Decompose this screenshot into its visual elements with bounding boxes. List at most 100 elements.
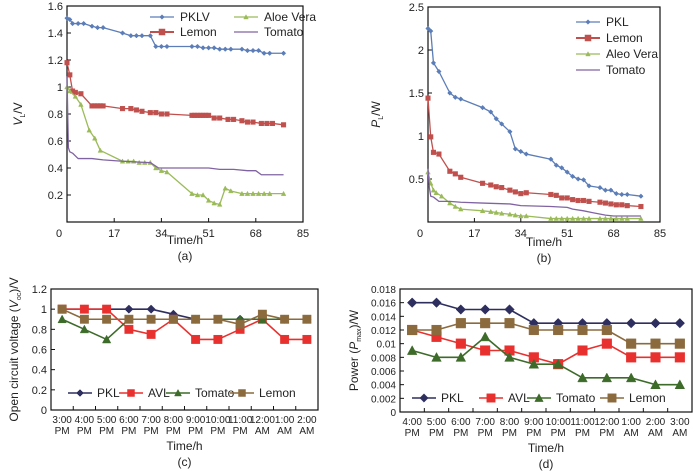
- legend-label: Lemon: [259, 386, 296, 400]
- data-point: [79, 324, 89, 334]
- y-title-symbol: V: [7, 299, 21, 308]
- x-tick-label: 68: [607, 228, 619, 240]
- x-tick-label-time: 5:00: [427, 417, 447, 428]
- x-tick-label-period: AM: [648, 428, 663, 439]
- series-line: [411, 336, 680, 386]
- y-axis-title: PL/W: [369, 101, 385, 128]
- data-point: [447, 200, 453, 206]
- x-tick-label-period: PM: [99, 426, 114, 437]
- data-point: [261, 50, 267, 56]
- y-tick-label: 1.2: [32, 284, 47, 296]
- data-point: [548, 215, 554, 221]
- data-point: [239, 46, 245, 52]
- data-point: [430, 60, 437, 66]
- data-point: [518, 148, 524, 155]
- data-point: [128, 106, 134, 112]
- x-axis-title: Time/h: [528, 441, 564, 455]
- legend-swatch-marker: [419, 393, 429, 403]
- data-point: [211, 45, 217, 51]
- data-point: [153, 43, 159, 50]
- series-lemon: [407, 318, 685, 349]
- data-point: [280, 50, 287, 56]
- x-tick-label-time: 4:00: [75, 415, 95, 426]
- data-point: [158, 111, 164, 117]
- legend-swatch-marker: [585, 51, 591, 57]
- legend-item: Tomato: [527, 391, 596, 405]
- data-point: [222, 46, 228, 52]
- data-point: [570, 197, 576, 203]
- data-point: [431, 324, 442, 336]
- legend-label: Tomato: [556, 391, 596, 405]
- y-tick-label: 0.012: [371, 326, 396, 337]
- panel-caption: (c): [178, 455, 192, 469]
- legend-item: Tomato: [234, 25, 304, 39]
- data-point: [267, 50, 273, 56]
- y-tick-label: 1.5: [409, 88, 424, 100]
- legend-label: Aleo Vera: [606, 47, 658, 61]
- data-point: [553, 324, 564, 336]
- data-point: [231, 116, 237, 122]
- data-point: [153, 165, 159, 171]
- data-point: [146, 329, 156, 339]
- data-point: [146, 304, 156, 314]
- data-point: [86, 127, 92, 133]
- legend-label: PKLV: [180, 10, 210, 24]
- data-point: [479, 331, 491, 342]
- x-tick-label-period: PM: [526, 428, 541, 439]
- y-title-suffix: /V: [11, 102, 25, 113]
- y-axis: 0 0.2 0.4 0.6 0.8 1 1.2: [32, 284, 55, 417]
- data-point: [528, 358, 540, 369]
- data-point: [504, 352, 515, 362]
- data-point: [480, 304, 491, 315]
- data-point: [89, 23, 95, 29]
- data-point: [564, 215, 570, 221]
- series-lemon: [57, 304, 312, 329]
- legend-label: Lemon: [180, 25, 217, 39]
- x-tick-label-period: PM: [599, 428, 614, 439]
- data-point: [608, 187, 614, 193]
- data-point: [624, 191, 630, 198]
- x-tick-label-period: PM: [405, 428, 420, 439]
- data-point: [488, 208, 494, 214]
- data-point: [67, 88, 73, 94]
- data-point: [577, 345, 588, 356]
- y-axis: 0.5 1 1.5 2 2.5: [409, 2, 432, 186]
- y-title-subscript: max: [356, 328, 363, 342]
- data-point: [67, 72, 73, 78]
- data-point: [206, 112, 212, 118]
- legend-swatch-marker: [238, 389, 246, 397]
- data-point: [102, 314, 112, 324]
- data-point: [580, 215, 587, 221]
- y-tick-label: 0.018: [371, 285, 396, 296]
- x-axis: 0 17 34 51 68 85: [56, 218, 309, 240]
- data-point: [601, 372, 613, 383]
- data-point: [528, 324, 539, 336]
- data-point: [577, 324, 588, 336]
- data-point: [569, 215, 576, 221]
- data-point: [608, 215, 614, 221]
- x-tick-label-time: 7:00: [475, 417, 495, 428]
- data-point: [674, 379, 686, 389]
- data-point: [458, 206, 464, 212]
- data-point: [217, 46, 223, 52]
- x-tick-label-time: 7:00: [141, 415, 161, 426]
- x-tick-label-time: 1:00: [621, 417, 641, 428]
- series-line: [62, 308, 307, 321]
- data-point: [523, 213, 529, 219]
- data-point: [302, 334, 312, 344]
- data-point: [626, 318, 637, 329]
- data-point: [250, 190, 256, 196]
- data-point: [124, 314, 134, 324]
- y-axis-title: VL/V: [11, 102, 27, 125]
- x-tick-label-period: PM: [502, 428, 517, 439]
- x-tick-label: 34: [155, 228, 167, 240]
- data-point: [225, 116, 231, 122]
- data-point: [586, 183, 592, 189]
- legend-item: PKL: [68, 386, 120, 400]
- data-point: [586, 215, 592, 221]
- y-title-subscript: L: [20, 114, 27, 118]
- data-point: [608, 201, 614, 207]
- y-tick-label: 0.006: [371, 367, 396, 378]
- data-point: [564, 195, 570, 201]
